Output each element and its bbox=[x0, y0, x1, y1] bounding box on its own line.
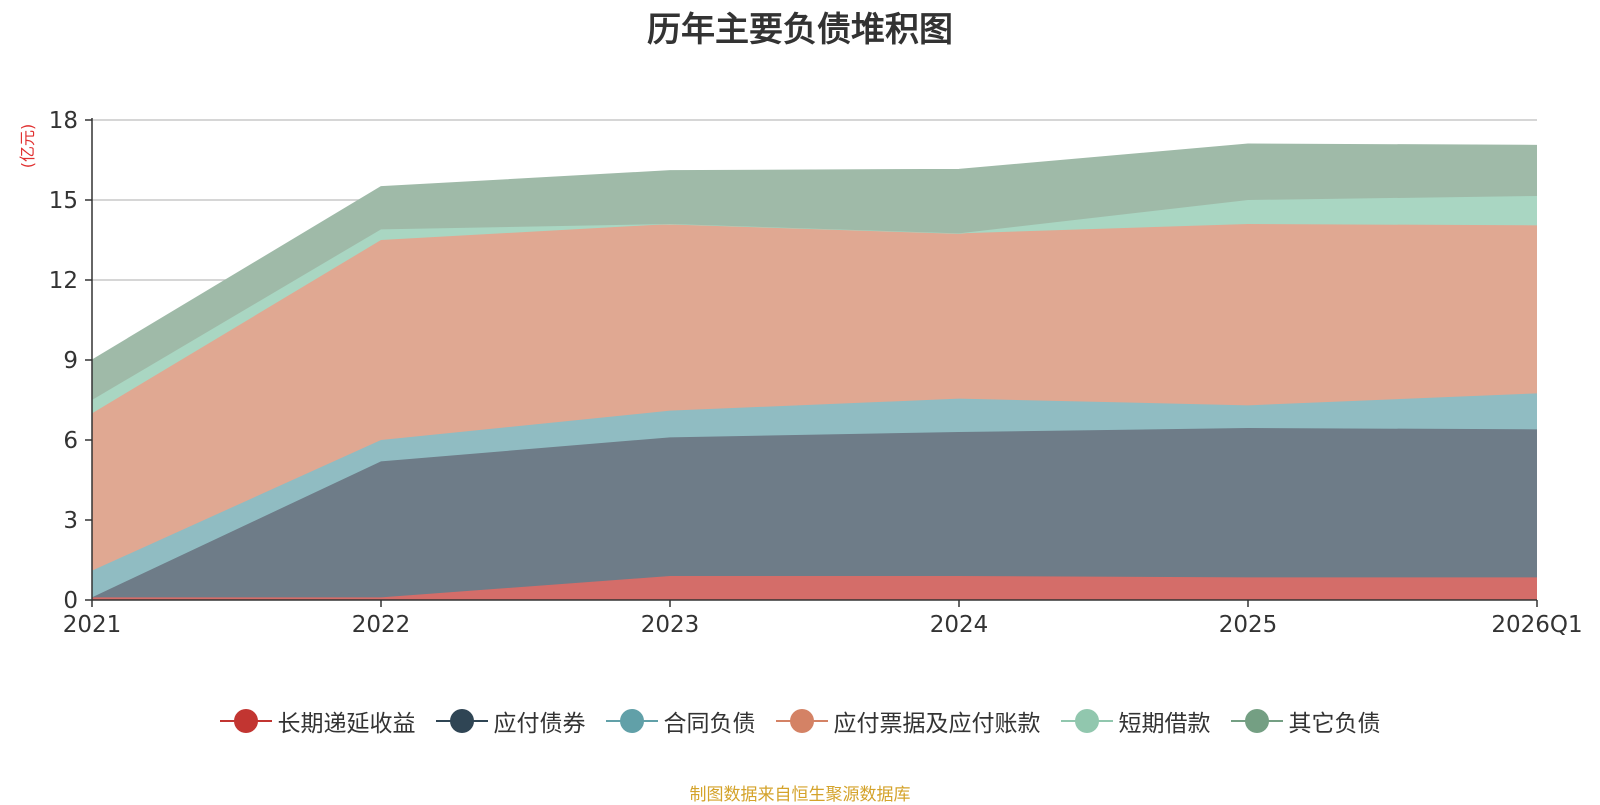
legend-item-0[interactable]: 长期递延收益 bbox=[219, 704, 416, 738]
legend-label: 短期借款 bbox=[1118, 711, 1211, 737]
legend-label: 其它负债 bbox=[1288, 711, 1381, 737]
chart-title: 历年主要负债堆积图 bbox=[647, 10, 953, 50]
legend-item-3[interactable]: 应付票据及应付账款 bbox=[775, 704, 1041, 738]
legend-marker-icon bbox=[435, 707, 488, 735]
area-series-1[interactable] bbox=[92, 428, 1537, 598]
area-series-2[interactable] bbox=[92, 393, 1537, 598]
legend-item-1[interactable]: 应付债券 bbox=[435, 704, 586, 738]
line-series-5 bbox=[91, 143, 1538, 361]
area-series-5[interactable] bbox=[92, 144, 1537, 400]
legend: 长期递延收益 应付债券 合同负债 应付票据及应付账款 短期借款 其它负债 bbox=[0, 704, 1600, 738]
y-tick-label-3: 9 bbox=[63, 348, 78, 374]
legend-marker-icon bbox=[1230, 707, 1283, 735]
x-tick-label-0: 2021 bbox=[63, 612, 122, 638]
y-axis-label: (亿元) bbox=[18, 124, 37, 169]
y-tick-label-6: 18 bbox=[49, 108, 78, 134]
y-tick-label-4: 12 bbox=[49, 268, 78, 294]
area-series-0[interactable] bbox=[92, 576, 1537, 600]
area-layer bbox=[91, 143, 1538, 600]
x-tick-label-2: 2023 bbox=[641, 612, 700, 638]
legend-marker-icon bbox=[1060, 707, 1113, 735]
y-tick-label-0: 0 bbox=[63, 588, 78, 614]
legend-label: 应付债券 bbox=[493, 711, 586, 737]
y-tick-label-5: 15 bbox=[49, 188, 78, 214]
legend-marker-icon bbox=[775, 707, 828, 735]
legend-marker-icon bbox=[605, 707, 658, 735]
x-tick-label-3: 2024 bbox=[930, 612, 989, 638]
legend-item-2[interactable]: 合同负债 bbox=[605, 704, 756, 738]
area-series-3[interactable] bbox=[92, 224, 1537, 571]
axis-layer: 0 3 6 9 12 15 18 2021 2022 2023 2024 2025 2026Q1 bbox=[49, 108, 1583, 638]
legend-label: 合同负债 bbox=[663, 711, 756, 737]
y-tick-label-2: 6 bbox=[63, 428, 78, 454]
x-tick-label-1: 2022 bbox=[352, 612, 411, 638]
source-note: 制图数据来自恒生聚源数据库 bbox=[689, 785, 911, 805]
legend-label: 应付票据及应付账款 bbox=[833, 711, 1041, 737]
x-tick-label-5: 2026Q1 bbox=[1491, 612, 1582, 638]
x-tick-label-4: 2025 bbox=[1219, 612, 1278, 638]
y-tick-label-1: 3 bbox=[63, 508, 78, 534]
area-series-4[interactable] bbox=[92, 196, 1537, 414]
legend-marker-icon bbox=[219, 707, 272, 735]
legend-item-5[interactable]: 其它负债 bbox=[1230, 704, 1381, 738]
legend-item-4[interactable]: 短期借款 bbox=[1060, 704, 1211, 738]
legend-label: 长期递延收益 bbox=[277, 711, 416, 737]
